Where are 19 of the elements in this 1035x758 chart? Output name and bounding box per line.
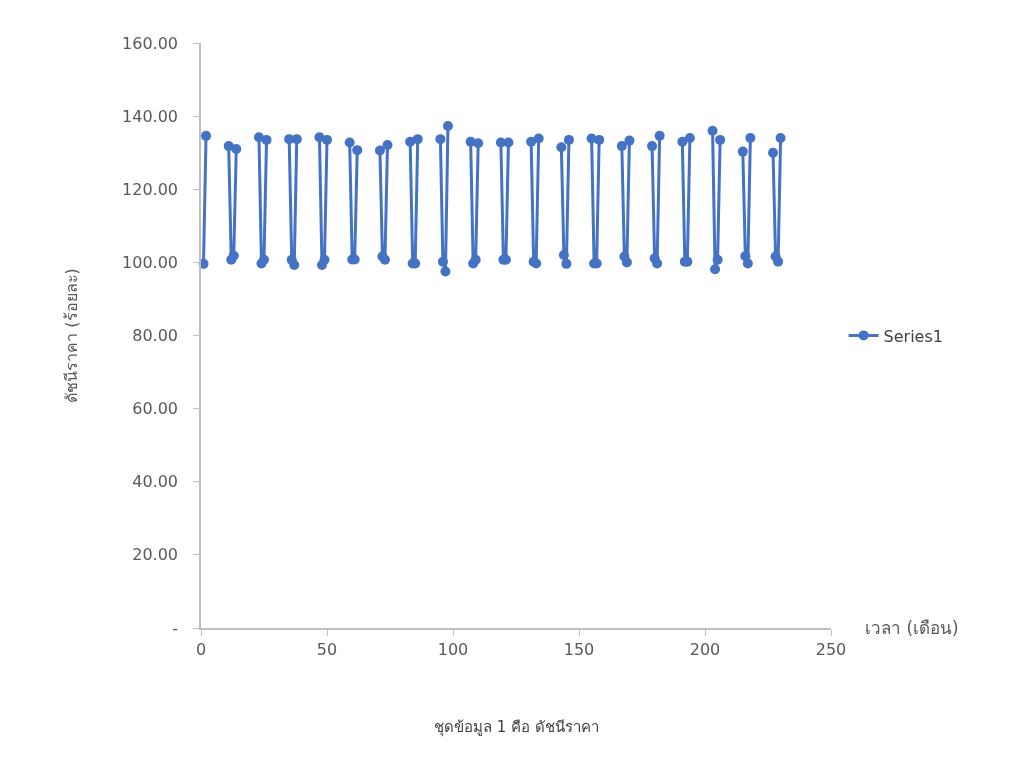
x-tick-label: 0 bbox=[195, 639, 207, 659]
x-tick-label: 250 bbox=[815, 639, 847, 659]
y-axis-title: ดัชนีราคา (ร้อยละ) bbox=[62, 268, 82, 403]
y-tick-label: 100.00 bbox=[122, 252, 179, 272]
x-tick-label: 200 bbox=[689, 639, 721, 659]
x-tick-label: 100 bbox=[437, 639, 469, 659]
y-tick-label: 40.00 bbox=[132, 472, 179, 492]
y-tick-label: 60.00 bbox=[132, 399, 179, 419]
x-tick-label: 50 bbox=[316, 639, 338, 659]
x-tick-label: 150 bbox=[563, 639, 595, 659]
y-tick-label: - bbox=[172, 618, 179, 638]
y-tick-label: 140.00 bbox=[122, 106, 179, 126]
legend-label: Series1 bbox=[883, 326, 943, 346]
x-axis-title: เวลา (เดือน) bbox=[865, 618, 959, 638]
y-tick-label: 20.00 bbox=[132, 545, 179, 565]
y-tick-label: 80.00 bbox=[132, 326, 179, 346]
y-tick-label: 120.00 bbox=[122, 179, 179, 199]
y-tick-label: 160.00 bbox=[122, 33, 179, 53]
text: ชุดข้อมูล 1 คือ ดัชนีราคา bbox=[434, 718, 599, 737]
